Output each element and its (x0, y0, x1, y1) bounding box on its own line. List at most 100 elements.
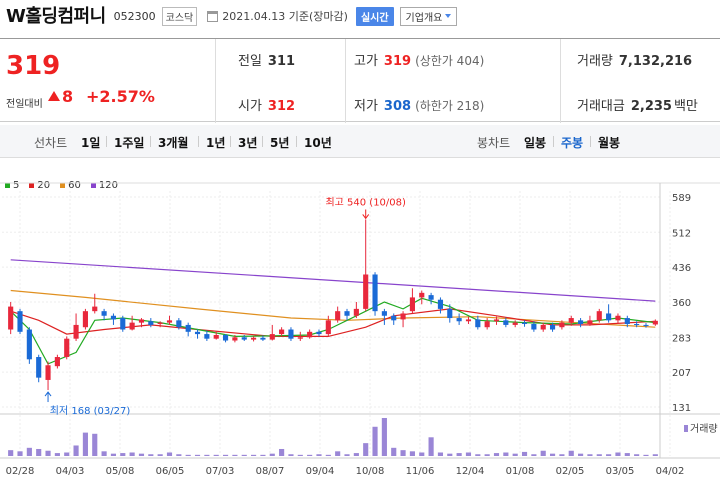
y-tick-label: 207 (672, 368, 691, 379)
price-box: 319 전일대비 8 +2.57% (0, 39, 216, 123)
period-10y[interactable]: 10년 (304, 136, 332, 150)
volume-bar (204, 454, 210, 456)
candle-body (8, 306, 14, 330)
y-tick-label: 360 (672, 298, 691, 309)
volume-bar (437, 452, 444, 456)
candle-body (372, 274, 378, 312)
volume-bar (559, 454, 565, 456)
period-3m[interactable]: 3개월 (158, 136, 189, 150)
ma20-line (10, 308, 656, 337)
period-1y[interactable]: 1년 (206, 136, 226, 150)
volume-bar (232, 454, 238, 456)
volume-bar (148, 454, 154, 456)
volume-bar (484, 454, 490, 456)
volume-bar (353, 453, 359, 456)
volume-bar (549, 453, 556, 456)
candle-body (148, 321, 154, 325)
high-label: 고가 (354, 54, 378, 69)
x-tick-label: 07/03 (206, 466, 235, 477)
candle-body (204, 334, 210, 339)
candle-daily[interactable]: 일봉 (524, 136, 547, 150)
volume-bar (409, 451, 415, 456)
x-tick-label: 09/04 (306, 466, 335, 477)
volume-bar (475, 454, 481, 456)
period-3y[interactable]: 3년 (238, 136, 258, 150)
x-tick-label: 04/03 (56, 466, 85, 477)
candle-body (176, 320, 182, 328)
candle-body (634, 324, 640, 326)
change-value: 8 (62, 87, 74, 106)
divider (262, 136, 263, 147)
volume-bar (615, 452, 621, 456)
low-stat: 저가 308 (하한가 218) (354, 95, 484, 114)
open-value: 312 (267, 99, 296, 114)
volume-bar (400, 450, 406, 456)
prev-close-stat: 전일 311 (238, 50, 295, 69)
volume-bar (363, 443, 369, 456)
prev-close-label: 전일 (238, 54, 262, 69)
candle-body (222, 335, 229, 341)
candle-body (166, 320, 173, 323)
candle-body (297, 337, 303, 339)
realtime-button[interactable]: 실시간 (355, 6, 394, 26)
candle-body (437, 299, 444, 309)
candle-body (587, 320, 593, 325)
company-info-button[interactable]: 기업개요 (399, 6, 458, 26)
divider (590, 136, 591, 147)
volume-bar (316, 454, 322, 456)
line-chart-label[interactable]: 선차트 (34, 136, 68, 150)
y-tick-label: 512 (672, 228, 691, 239)
header: W홀딩컴퍼니 052300 코스닥 2021.04.13 기준(장마감) 실시간… (0, 0, 720, 30)
volume-bar (64, 452, 70, 456)
candle-body (316, 331, 322, 335)
volume-bar (129, 452, 135, 456)
legend-ma20: 20 (29, 180, 50, 191)
divider (296, 136, 297, 147)
amount-unit: 백만 (673, 99, 698, 114)
candle-chart-label[interactable]: 봉차트 (477, 136, 511, 150)
period-1d[interactable]: 1일 (81, 136, 101, 150)
ma120-line (10, 259, 656, 302)
candle-body (652, 320, 658, 325)
company-info-label: 기업개요 (405, 12, 443, 24)
volume-bar (176, 454, 182, 456)
candle-body (251, 337, 257, 340)
y-tick-label: 436 (672, 263, 691, 274)
up-arrow-icon (48, 91, 60, 101)
candle-body (45, 365, 51, 380)
prev-close-value: 311 (267, 54, 296, 69)
stock-code: 052300 (113, 10, 156, 23)
divider (106, 136, 107, 147)
volume-bar (279, 448, 285, 456)
candle-body (232, 337, 238, 341)
high-stat: 고가 319 (상한가 404) (354, 50, 484, 69)
candle-body (241, 337, 247, 340)
candle-body (17, 311, 23, 332)
volume-bar (391, 447, 397, 456)
candle-body (344, 311, 350, 316)
volume-stat: 거래량 7,132,216 (577, 50, 692, 69)
candle-body (325, 320, 331, 335)
volume-bar (540, 450, 546, 456)
volume-bar (251, 454, 257, 456)
period-1w[interactable]: 1주일 (114, 136, 145, 150)
lower-limit: (하한가 218) (415, 99, 485, 113)
volume-bar (17, 451, 23, 456)
company-name[interactable]: W홀딩컴퍼니 (6, 6, 106, 27)
candle-body (335, 311, 341, 321)
candle-body (26, 329, 32, 360)
candle-body (269, 334, 275, 340)
candle-monthly[interactable]: 월봉 (598, 136, 621, 150)
volume-bar (447, 453, 453, 456)
candle-body (624, 318, 630, 325)
max-arrow-head (362, 214, 370, 220)
calendar-icon (207, 10, 219, 22)
period-5y[interactable]: 5년 (270, 136, 290, 150)
market-badge: 코스닥 (161, 6, 198, 26)
candle-body (503, 320, 509, 325)
candle-body (568, 318, 574, 323)
divider (198, 136, 199, 147)
volume-bar (45, 450, 51, 456)
candle-weekly[interactable]: 주봉 (561, 136, 584, 150)
